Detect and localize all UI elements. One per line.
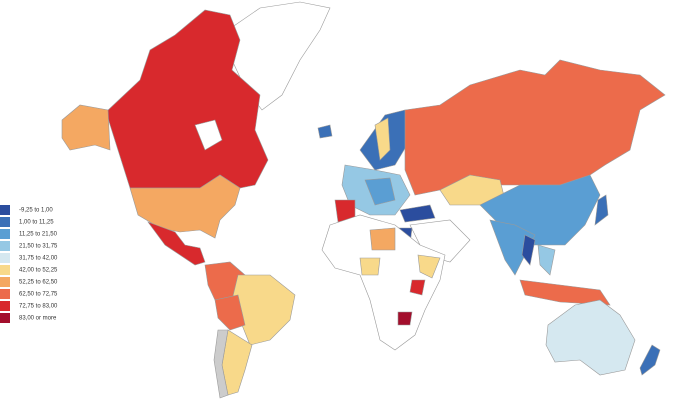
- peru: [214, 294, 246, 331]
- iceland: [317, 124, 333, 139]
- legend-label: 52,25 to 62,50: [19, 280, 58, 286]
- legend-label: 1,00 to 11,25: [19, 220, 54, 226]
- legend-label: 21,50 to 31,75: [19, 244, 58, 250]
- legend-swatch: [0, 229, 10, 239]
- turkey: [399, 204, 436, 223]
- australia: [545, 299, 636, 376]
- africa: [321, 214, 446, 351]
- libya: [369, 227, 396, 251]
- legend-swatch: [0, 289, 10, 299]
- legend-label: 62,50 to 72,75: [19, 292, 58, 298]
- zimbabwe: [397, 311, 413, 326]
- legend-label: 11,25 to 21,50: [19, 232, 58, 238]
- japan: [594, 194, 609, 226]
- legend-label: -9,25 to 1,00: [19, 208, 53, 214]
- hudson-bay: [194, 119, 223, 151]
- central-europe: [364, 177, 396, 206]
- nigeria: [359, 257, 381, 276]
- legend-swatch: [0, 277, 10, 287]
- legend-swatch: [0, 241, 10, 251]
- sweden: [374, 117, 391, 161]
- legend-swatch: [0, 253, 10, 263]
- legend-swatch: [0, 301, 10, 311]
- thailand: [537, 244, 556, 276]
- legend-swatch: [0, 265, 10, 275]
- alaska: [61, 104, 111, 151]
- legend: -9,25 to 1,00 1,00 to 11,25 11,25 to 21,50…: [0, 205, 58, 323]
- legend-swatch: [0, 205, 10, 215]
- legend-label: 72,75 to 83,00: [19, 304, 58, 310]
- kenya: [409, 279, 426, 296]
- ethiopia: [417, 254, 441, 279]
- new-zealand: [639, 344, 661, 376]
- legend-swatch: [0, 217, 10, 227]
- legend-swatch: [0, 313, 10, 323]
- legend-label: 31,75 to 42,00: [19, 256, 58, 262]
- mexico: [147, 221, 206, 266]
- legend-label: 83,00 or more: [19, 316, 57, 322]
- indonesia: [519, 279, 611, 306]
- legend-label: 42,00 to 52,25: [19, 268, 58, 274]
- myanmar: [521, 234, 536, 266]
- chile: [213, 329, 229, 399]
- russia: [404, 59, 666, 196]
